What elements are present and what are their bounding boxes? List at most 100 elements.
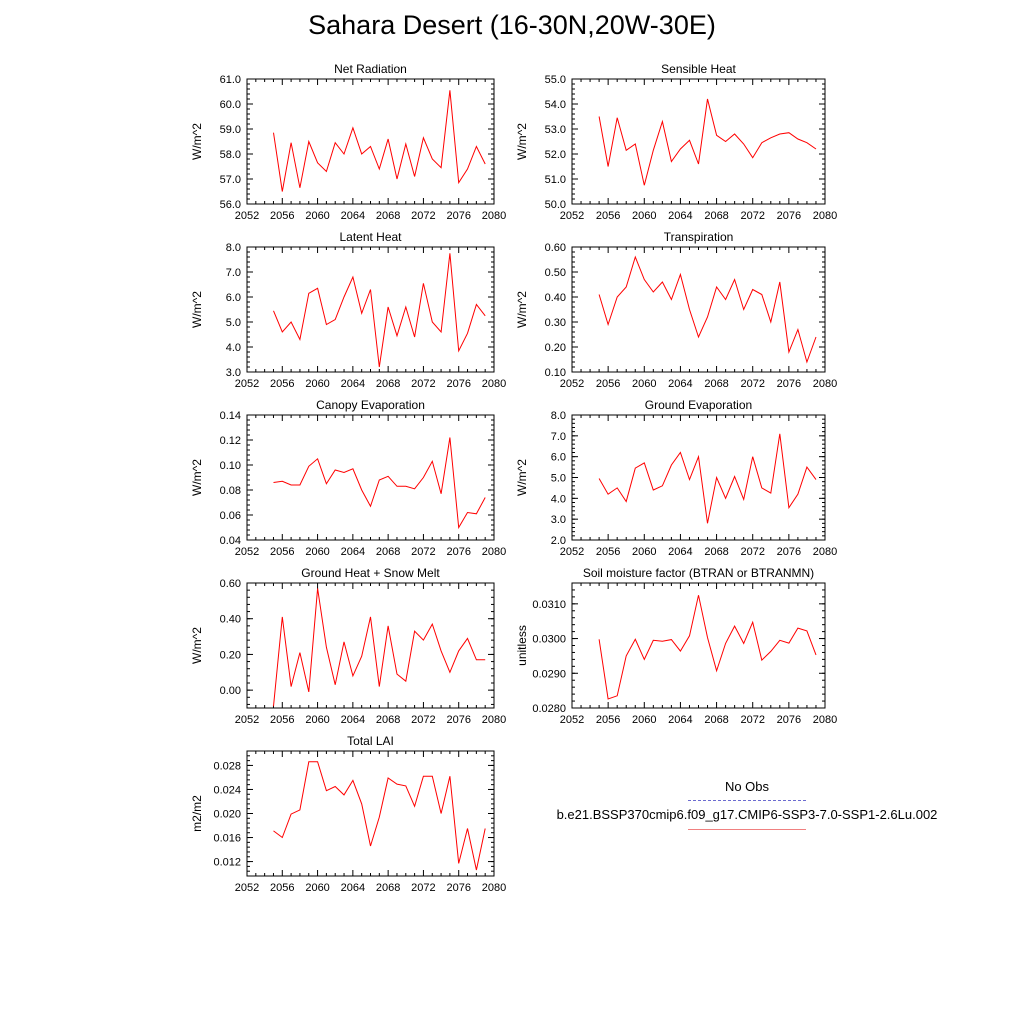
x-tick-label: 2080 — [482, 210, 506, 222]
x-tick-label: 2072 — [411, 378, 435, 390]
y-tick-label: 6.0 — [551, 452, 566, 464]
x-tick-label: 2060 — [305, 882, 329, 894]
y-tick-label: 5.0 — [226, 317, 241, 329]
panel-title: Ground Heat + Snow Melt — [301, 566, 440, 580]
y-tick-label: 0.00 — [220, 685, 241, 697]
x-tick-label: 2068 — [704, 546, 728, 558]
x-tick-label: 2060 — [632, 714, 656, 726]
y-tick-label: 5.0 — [551, 473, 566, 485]
x-tick-label: 2076 — [446, 378, 470, 390]
series-line — [598, 433, 817, 524]
y-tick-label: 0.50 — [545, 267, 566, 279]
y-tick-label: 50.0 — [545, 199, 566, 211]
x-tick-label: 2080 — [813, 714, 837, 726]
x-tick-label: 2064 — [341, 546, 365, 558]
x-tick-label: 2056 — [596, 546, 620, 558]
chart-panel: Transpiration W/m^2 2052 2056 2060 2064 2068 20… — [515, 230, 837, 390]
x-tick-label: 2052 — [235, 378, 259, 390]
x-tick-label: 2060 — [632, 378, 656, 390]
x-tick-label: 2068 — [704, 714, 728, 726]
x-tick-label: 2072 — [411, 882, 435, 894]
panel-title: Latent Heat — [339, 230, 402, 244]
x-tick-label: 2052 — [560, 546, 584, 558]
plot-frame — [571, 414, 826, 541]
x-tick-label: 2076 — [446, 546, 470, 558]
x-tick-label: 2064 — [668, 378, 692, 390]
x-tick-label: 2076 — [777, 546, 801, 558]
x-tick-label: 2068 — [376, 210, 400, 222]
x-tick-label: 2056 — [270, 546, 294, 558]
chart-panel: Soil moisture factor (BTRAN or BTRANMN) u… — [515, 566, 837, 726]
y-tick-label: 0.028 — [213, 760, 241, 772]
x-tick-label: 2060 — [305, 546, 329, 558]
x-tick-label: 2080 — [482, 882, 506, 894]
y-tick-label: 0.04 — [220, 535, 241, 547]
y-tick-label: 0.40 — [220, 614, 241, 626]
plot-frame — [246, 78, 495, 205]
series-line — [273, 437, 486, 530]
x-tick-label: 2072 — [740, 378, 764, 390]
chart-panel: Ground Heat + Snow Melt W/m^2 2052 2056 2060… — [190, 566, 506, 726]
y-tick-label: 0.10 — [545, 367, 566, 379]
x-tick-label: 2080 — [813, 378, 837, 390]
y-tick-label: 0.60 — [545, 242, 566, 254]
y-tick-label: 0.012 — [213, 857, 241, 869]
x-tick-label: 2060 — [632, 546, 656, 558]
plot-frame — [571, 246, 826, 373]
x-tick-label: 2068 — [704, 378, 728, 390]
panel-title: Total LAI — [347, 734, 394, 748]
series-line — [598, 98, 817, 186]
x-tick-label: 2064 — [668, 546, 692, 558]
x-tick-label: 2064 — [341, 210, 365, 222]
series-line — [273, 253, 486, 368]
y-tick-label: 58.0 — [220, 149, 241, 161]
x-tick-label: 2068 — [376, 378, 400, 390]
x-tick-label: 2064 — [341, 714, 365, 726]
y-axis-label: W/m^2 — [190, 459, 204, 496]
x-tick-label: 2076 — [446, 714, 470, 726]
y-tick-label: 0.20 — [220, 649, 241, 661]
x-tick-label: 2060 — [305, 378, 329, 390]
y-tick-label: 0.024 — [213, 784, 241, 796]
y-axis-label: W/m^2 — [515, 459, 529, 496]
x-tick-label: 2072 — [411, 714, 435, 726]
y-tick-label: 0.30 — [545, 317, 566, 329]
x-tick-label: 2080 — [482, 546, 506, 558]
x-tick-label: 2068 — [376, 546, 400, 558]
x-tick-label: 2080 — [813, 546, 837, 558]
y-axis-label: W/m^2 — [190, 627, 204, 664]
y-axis-label: W/m^2 — [515, 123, 529, 160]
y-axis-label: W/m^2 — [190, 291, 204, 328]
y-tick-label: 2.0 — [551, 535, 566, 547]
y-tick-label: 0.20 — [545, 342, 566, 354]
y-tick-label: 0.0300 — [532, 634, 566, 646]
panel-title: Ground Evaporation — [645, 398, 752, 412]
y-axis-label: unitless — [515, 625, 529, 666]
y-tick-label: 0.08 — [220, 485, 241, 497]
x-tick-label: 2064 — [341, 378, 365, 390]
panel-title: Canopy Evaporation — [316, 398, 425, 412]
x-tick-label: 2064 — [341, 882, 365, 894]
x-tick-label: 2076 — [777, 210, 801, 222]
y-tick-label: 55.0 — [545, 74, 566, 86]
series-line — [598, 255, 817, 364]
y-tick-label: 0.0280 — [532, 703, 566, 715]
chart-panel: Sensible Heat W/m^2 2052 2056 2060 2064 2068 20… — [515, 62, 837, 222]
x-tick-label: 2052 — [560, 210, 584, 222]
panel-title: Soil moisture factor (BTRAN or BTRANMN) — [583, 566, 814, 580]
y-tick-label: 8.0 — [551, 410, 566, 422]
y-tick-label: 0.020 — [213, 809, 241, 821]
x-tick-label: 2076 — [777, 378, 801, 390]
x-tick-label: 2076 — [777, 714, 801, 726]
y-tick-label: 7.0 — [226, 267, 241, 279]
y-tick-label: 4.0 — [551, 493, 566, 505]
x-tick-label: 2068 — [376, 882, 400, 894]
plot-frame — [246, 750, 495, 877]
y-tick-label: 0.12 — [220, 435, 241, 447]
panel-title: Net Radiation — [334, 62, 407, 76]
y-tick-label: 0.06 — [220, 510, 241, 522]
x-tick-label: 2068 — [704, 210, 728, 222]
plot-frame — [246, 246, 495, 373]
x-tick-label: 2052 — [235, 546, 259, 558]
